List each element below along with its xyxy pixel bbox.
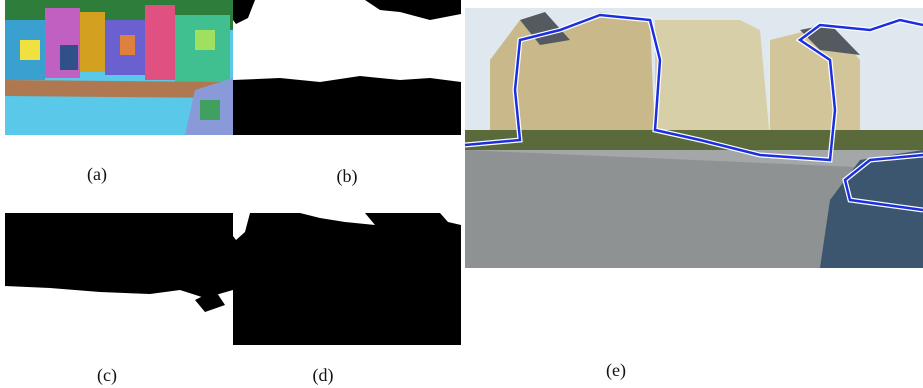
panel-d-image <box>233 213 461 345</box>
figure: (a) (b) (c) (d) (e) <box>0 0 923 388</box>
panel-a-image <box>5 0 233 135</box>
panel-label: (b) <box>337 166 358 187</box>
panel-b-image <box>233 0 461 135</box>
panel-label: (a) <box>87 164 107 185</box>
panel-label: (e) <box>606 360 626 381</box>
panel-label: (d) <box>313 365 334 386</box>
panel-c-image <box>5 213 233 320</box>
panel-e-image <box>465 8 923 268</box>
panel-label: (c) <box>97 365 117 386</box>
